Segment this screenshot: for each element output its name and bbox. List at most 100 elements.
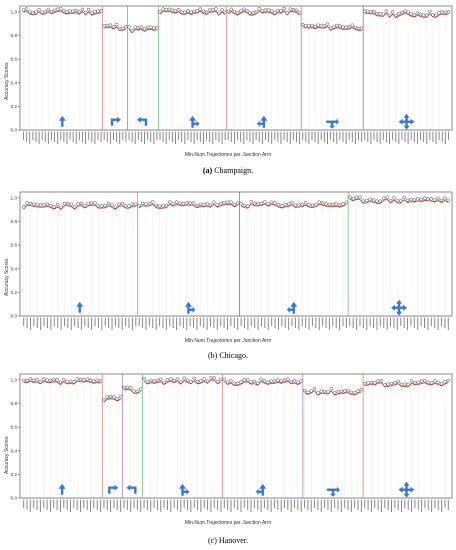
x-tick-label [430,318,432,326]
y-tick-label: 0.0 [11,128,18,133]
y-axis-label: Accuracy Scores [4,436,10,474]
data-point [117,202,121,207]
x-tick-label [196,132,198,140]
data-point [436,380,441,385]
x-tick-label [180,500,182,512]
x-tick-label [94,318,96,326]
x-tick-label [83,500,85,508]
t-junction-right-icon [189,115,200,128]
data-point [52,377,56,382]
x-tick-label [190,500,192,512]
series-line [349,198,449,204]
x-tick-label [26,318,28,328]
data-point [279,379,283,383]
data-point [433,379,437,383]
x-tick-label [243,500,245,508]
data-point [172,378,176,383]
x-tick-label [230,132,232,142]
data-point [276,203,281,207]
data-point [291,7,296,12]
data-point [128,386,133,390]
data-point [85,377,89,381]
data-point [282,378,287,382]
data-point [405,198,410,203]
x-tick-label [379,132,381,144]
x-tick-label [357,500,359,510]
series-line [159,10,226,16]
x-tick-label [113,500,115,508]
x-tick-label [267,318,269,330]
data-point [204,10,209,15]
data-point [95,378,99,383]
x-tick-label [112,132,114,140]
x-tick-label [322,318,324,326]
data-point [66,201,70,206]
data-point [425,13,429,17]
plot-frame [19,373,453,499]
x-tick-label [168,132,170,140]
data-point [140,201,145,206]
x-tick-label [67,318,69,328]
data-point [338,24,342,28]
x-tick-label [207,500,209,510]
data-point [384,9,389,13]
caption-letter: (c) [208,536,217,545]
x-axis-label: Min.Num.Trajectories per Junction Arm [184,338,272,344]
data-point [169,377,173,381]
x-tick-label [173,500,175,508]
x-tick-label [367,132,369,142]
x-tick-label [359,318,361,326]
data-point [179,380,183,384]
x-tick-label [66,500,68,510]
data-point [378,199,383,203]
x-tick-label [340,500,342,512]
x-tick-label [197,500,199,510]
x-tick-label [150,132,152,142]
data-point [108,394,113,399]
x-tick-label [155,318,157,330]
data-point [205,379,210,383]
data-point [369,9,373,14]
x-tick-label [184,132,186,144]
x-tick-label [23,500,25,508]
x-tick-label [23,132,25,140]
x-tick-label [165,132,167,144]
data-point [409,197,413,202]
x-tick-label [153,132,155,144]
data-point [103,203,107,208]
data-point [152,26,156,30]
data-point [242,378,247,382]
data-point [86,202,90,206]
x-tick-label [441,318,443,326]
x-tick-label [417,318,419,330]
data-point [432,198,437,202]
data-point [269,9,274,13]
data-point [48,378,53,383]
x-tick-label [43,500,45,508]
data-point [310,23,314,28]
x-tick-label [308,132,310,144]
x-tick-label [398,132,400,144]
data-point [69,202,73,206]
data-point [385,195,389,199]
y-tick-label: 0.4 [11,448,18,453]
data-point [306,390,310,395]
data-point [149,378,153,383]
x-tick-label [432,132,434,142]
caption-chicago: (b) Chicago. [0,351,456,360]
x-tick-label [327,500,329,510]
x-tick-label [416,132,418,144]
x-tick-label [396,318,398,330]
data-point [198,7,203,11]
x-tick-label [233,318,235,328]
data-point [142,27,147,31]
y-tick-label: 0.4 [11,266,18,271]
data-point [300,22,305,27]
data-point [393,13,398,18]
data-point [21,378,26,383]
x-tick-label [325,318,327,328]
data-point [218,201,223,206]
x-tick-label [93,500,95,508]
x-tick-label [227,500,229,510]
data-point [96,204,101,208]
